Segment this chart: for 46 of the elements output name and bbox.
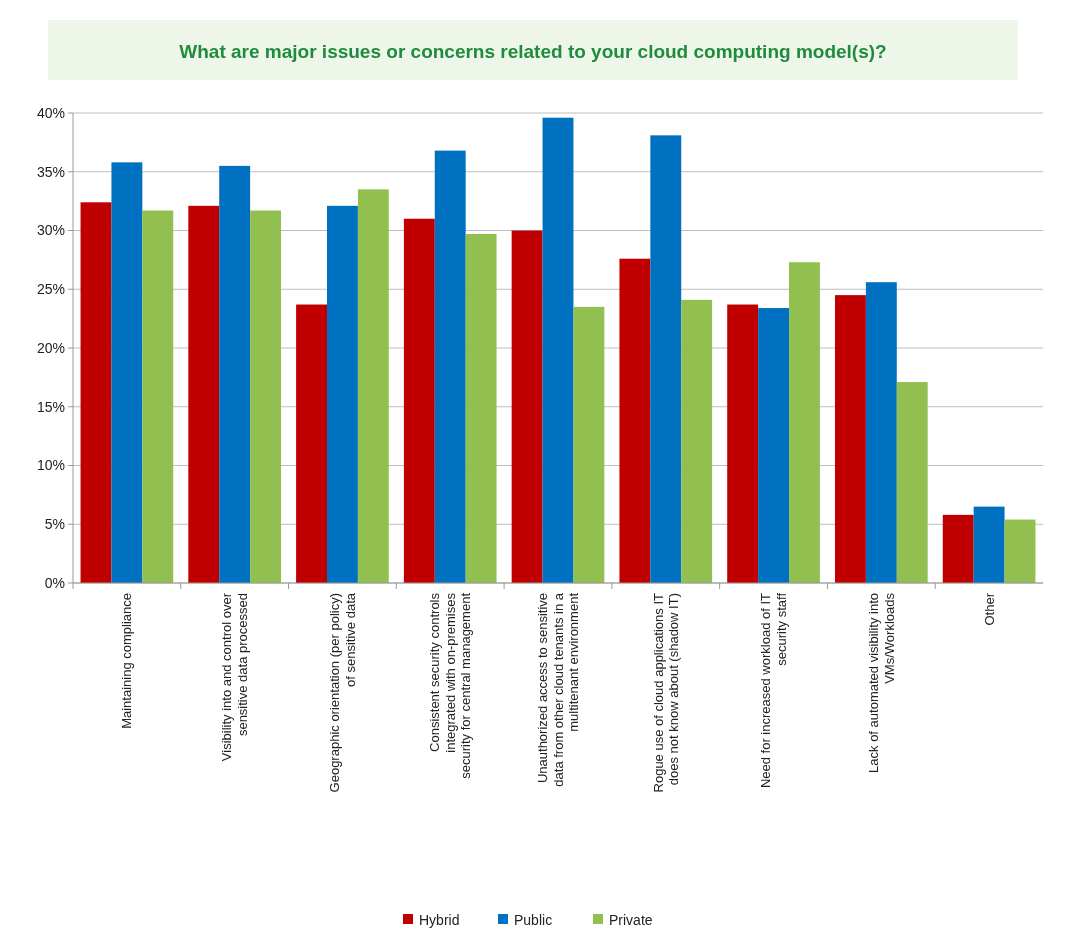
bar bbox=[619, 258, 651, 583]
chart-title: What are major issues or concerns related to your cloud computing model(s)? bbox=[179, 41, 887, 62]
legend-label: Private bbox=[609, 911, 653, 928]
legend-label: Public bbox=[514, 911, 553, 928]
bar bbox=[896, 382, 928, 583]
x-tick-label: Rogue use of cloud applications IT does not know about (shadow IT) bbox=[650, 592, 682, 793]
bar bbox=[188, 205, 220, 583]
bar bbox=[834, 295, 866, 583]
bar bbox=[219, 165, 251, 583]
bar bbox=[250, 210, 282, 583]
x-tick-label: Lack of automated visibility into VMs/Workloads bbox=[866, 592, 897, 773]
y-tick-label: 0% bbox=[44, 574, 65, 591]
x-tick-label: Other bbox=[981, 592, 997, 626]
bar bbox=[865, 282, 897, 583]
bar bbox=[111, 162, 143, 583]
bar bbox=[542, 117, 574, 583]
bar bbox=[511, 230, 543, 583]
bar bbox=[403, 218, 435, 583]
bar bbox=[758, 308, 789, 583]
bar bbox=[789, 262, 820, 583]
bar bbox=[727, 304, 759, 583]
bar bbox=[357, 189, 389, 583]
bar bbox=[973, 506, 1005, 583]
y-tick-label: 20% bbox=[36, 339, 65, 356]
bar bbox=[142, 210, 174, 583]
x-tick-label: Maintaining compliance bbox=[119, 593, 135, 729]
x-tick-label: Need for increased workload of IT security staff bbox=[758, 592, 789, 789]
y-tick-label: 30% bbox=[36, 222, 65, 239]
y-tick-label: 35% bbox=[36, 163, 65, 180]
bar bbox=[573, 306, 605, 583]
bar bbox=[465, 234, 497, 583]
legend-label: Hybrid bbox=[419, 911, 460, 928]
y-tick-label: 15% bbox=[36, 398, 65, 415]
bar bbox=[296, 304, 327, 583]
bar bbox=[650, 135, 682, 583]
y-tick-label: 10% bbox=[36, 457, 65, 474]
bar bbox=[80, 202, 112, 583]
bar bbox=[327, 205, 358, 583]
bar bbox=[942, 514, 974, 583]
x-tick-label: Visibility into and control over sensitive data processed bbox=[219, 592, 251, 762]
bar bbox=[1004, 519, 1036, 583]
bar bbox=[681, 299, 713, 583]
bar bbox=[434, 150, 466, 583]
y-tick-label: 25% bbox=[36, 281, 65, 298]
y-tick-label: 5% bbox=[44, 516, 65, 533]
y-tick-label: 40% bbox=[36, 104, 65, 121]
